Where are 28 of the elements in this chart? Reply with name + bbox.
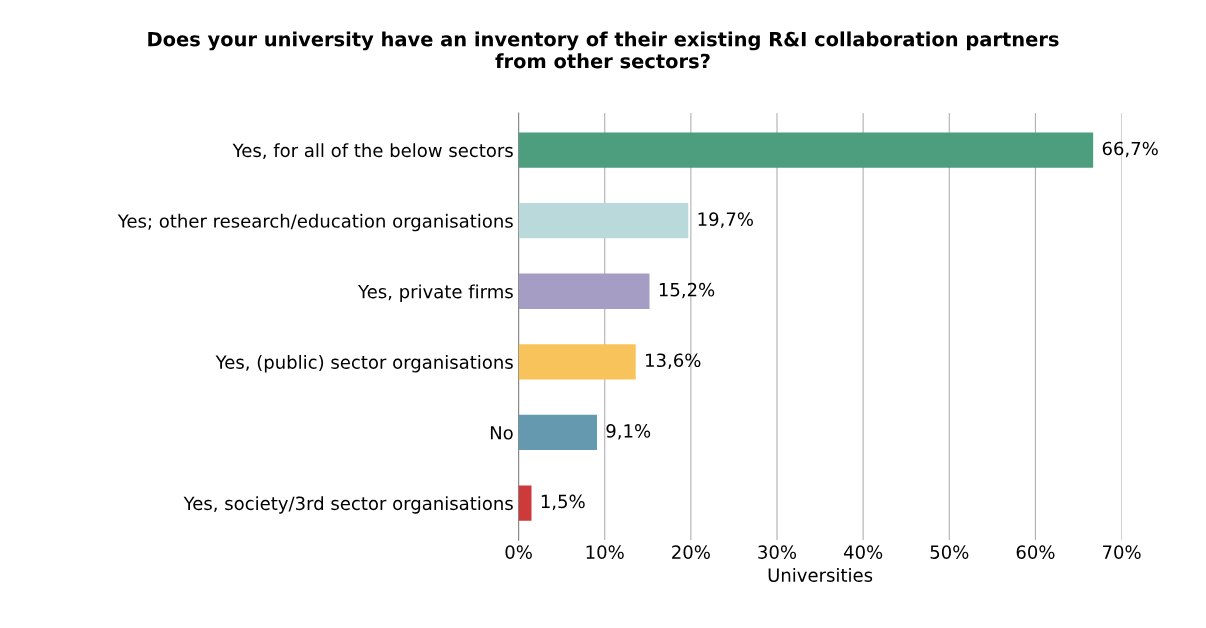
x-tick-label: 30% bbox=[758, 545, 797, 559]
y-tick-label: No bbox=[490, 426, 513, 440]
y-tick-label: Yes, for all of the below sectors bbox=[232, 143, 513, 160]
x-tick-label: 50% bbox=[930, 545, 969, 559]
bar bbox=[518, 344, 636, 380]
data-label: 1,5% bbox=[541, 494, 585, 511]
bar bbox=[518, 273, 650, 309]
data-label: 9,1% bbox=[606, 424, 651, 440]
y-tick-label: Yes; other research/education organisations bbox=[117, 213, 513, 232]
chart-title: Does your university have an inventory of their existing R&I collaboration partners from other sectors? bbox=[148, 31, 1059, 69]
bar bbox=[518, 414, 597, 451]
bar bbox=[518, 485, 532, 521]
x-tick-label: 60% bbox=[1016, 545, 1055, 559]
x-tick-label: 40% bbox=[843, 545, 883, 559]
bar bbox=[518, 132, 1094, 168]
x-tick-label: 20% bbox=[672, 545, 710, 559]
y-tick-label: Yes, society/3rd sector organisations bbox=[183, 496, 513, 514]
x-tick-label: 10% bbox=[586, 545, 624, 559]
x-tick-label: 70% bbox=[1103, 545, 1141, 559]
x-axis-title: Universities bbox=[768, 567, 873, 582]
x-tick-label: 0% bbox=[505, 545, 532, 559]
data-label: 13,6% bbox=[646, 353, 701, 369]
bar bbox=[518, 203, 689, 239]
data-label: 15,2% bbox=[659, 282, 715, 299]
data-label: 66,7% bbox=[1102, 141, 1158, 158]
y-tick-label: Yes, private firms bbox=[358, 284, 513, 302]
y-tick-label: Yes, (public) sector organisations bbox=[215, 354, 513, 373]
data-label: 19,7% bbox=[698, 212, 753, 228]
